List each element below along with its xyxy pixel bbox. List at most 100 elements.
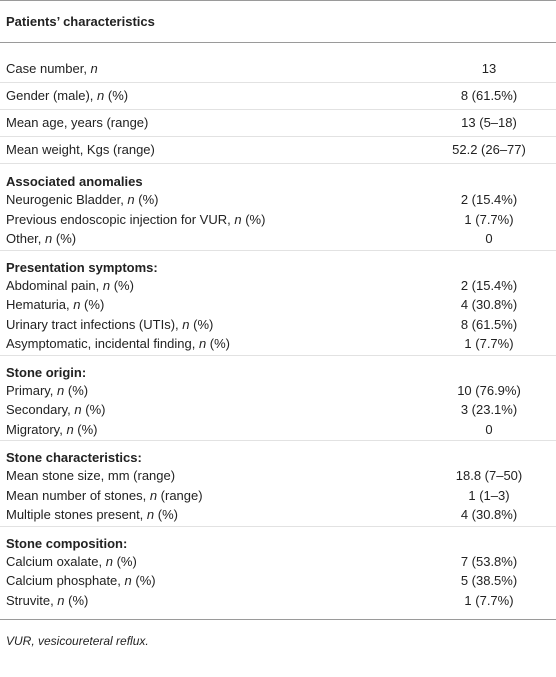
section-heading: Stone characteristics: bbox=[0, 439, 556, 465]
label-part: Previous endoscopic injection for VUR, bbox=[6, 211, 235, 227]
row-label: Calcium oxalate, n (%) bbox=[0, 554, 422, 569]
label-part: n bbox=[127, 192, 135, 208]
label-part: (%) bbox=[206, 336, 231, 352]
label-part: (%) bbox=[131, 573, 156, 589]
table-row: Urinary tract infections (UTIs), n (%) 8 … bbox=[0, 315, 556, 335]
label-part: (%) bbox=[104, 88, 129, 103]
label-part: (%) bbox=[81, 402, 106, 418]
row-value: 4 (30.8%) bbox=[460, 297, 518, 313]
section-title: Stone characteristics: bbox=[6, 450, 142, 465]
table-row: Mean number of stones, n (range) 1 (1–3) bbox=[0, 486, 556, 506]
label-part: Secondary, bbox=[6, 402, 75, 418]
section-heading: Stone origin: bbox=[0, 354, 556, 380]
header-row: Patients’ characteristics bbox=[0, 0, 556, 42]
rule bbox=[0, 136, 556, 137]
row-label: Gender (male), n (%) bbox=[0, 88, 422, 103]
label-part: (range) bbox=[157, 487, 203, 503]
table-row: Mean age, years (range) 13 (5–18) bbox=[0, 109, 556, 136]
row-value: 7 (53.8%) bbox=[460, 553, 518, 569]
row-value: 10 (76.9%) bbox=[457, 382, 521, 398]
row-label: Mean weight, Kgs (range) bbox=[0, 142, 422, 157]
rule bbox=[0, 440, 556, 441]
table-row: Gender (male), n (%) 8 (61.5%) bbox=[0, 82, 556, 109]
label-part: Gender (male), bbox=[6, 88, 98, 103]
row-label: Abdominal pain, n (%) bbox=[0, 278, 422, 293]
table-row: Multiple stones present, n (%) 4 (30.8%) bbox=[0, 505, 556, 525]
label-part: n bbox=[45, 231, 53, 247]
row-label: Migratory, n (%) bbox=[0, 422, 422, 437]
row-label: Struvite, n (%) bbox=[0, 593, 422, 608]
label-part: (%) bbox=[80, 297, 105, 313]
label-part: Mean age, years (range) bbox=[6, 115, 149, 130]
table-row: Asymptomatic, incidental finding, n (%) 1… bbox=[0, 334, 556, 354]
rule bbox=[0, 249, 556, 251]
label-part: Neurogenic Bladder, bbox=[6, 192, 128, 208]
label-part: (%) bbox=[112, 553, 137, 569]
row-value: 1 (7.7%) bbox=[464, 592, 514, 608]
section-title: Stone origin: bbox=[6, 364, 87, 380]
label-part: Calcium phosphate, bbox=[6, 573, 125, 589]
label-part: (%) bbox=[64, 382, 89, 398]
table-row: Migratory, n (%) 0 bbox=[0, 420, 556, 440]
row-value: 8 (61.5%) bbox=[460, 88, 518, 103]
label-part: Other, bbox=[6, 231, 46, 247]
row-label: Mean stone size, mm (range) bbox=[0, 468, 422, 483]
row-value: 13 (5–18) bbox=[461, 115, 517, 130]
row-value: 5 (38.5%) bbox=[460, 573, 518, 589]
rule bbox=[0, 109, 556, 110]
label-part: Mean number of stones, bbox=[6, 487, 150, 503]
table-row: Calcium oxalate, n (%) 7 (53.8%) bbox=[0, 552, 556, 572]
row-label: Previous endoscopic injection for VUR, n… bbox=[0, 212, 422, 227]
table-row: Abdominal pain, n (%) 2 (15.4%) bbox=[0, 276, 556, 296]
table-row: Primary, n (%) 10 (76.9%) bbox=[0, 381, 556, 401]
row-label: Multiple stones present, n (%) bbox=[0, 507, 422, 522]
row-value: 1 (7.7%) bbox=[464, 336, 514, 352]
label-part: (%) bbox=[134, 192, 159, 208]
label-part: Migratory, bbox=[6, 421, 67, 437]
label-part: (%) bbox=[110, 277, 134, 293]
section-title: Stone composition: bbox=[6, 535, 128, 551]
label-part: n bbox=[66, 421, 74, 437]
table-title: Patients’ characteristics bbox=[6, 13, 155, 29]
label-part: n bbox=[105, 553, 113, 569]
label-part: Mean stone size, mm (range) bbox=[6, 468, 176, 484]
label-part: Abdominal pain, bbox=[6, 277, 103, 293]
row-label: Urinary tract infections (UTIs), n (%) bbox=[0, 317, 422, 332]
table-row: Struvite, n (%) 1 (7.7%) bbox=[0, 591, 556, 611]
section-title: Presentation symptoms: bbox=[6, 259, 158, 275]
row-value: 18.8 (7–50) bbox=[455, 468, 523, 484]
label-part: Asymptomatic, incidental finding, bbox=[6, 336, 199, 352]
section-heading: Associated anomalies bbox=[0, 163, 556, 189]
label-part: (%) bbox=[241, 211, 266, 227]
label-part: Urinary tract infections (UTIs), bbox=[6, 316, 183, 332]
label-part: n bbox=[102, 277, 111, 293]
label-part: Primary, bbox=[6, 382, 58, 398]
label-part: n bbox=[149, 487, 158, 503]
row-label: Secondary, n (%) bbox=[0, 402, 422, 417]
table-row: Case number, n 13 bbox=[0, 55, 556, 82]
row-value: 4 (30.8%) bbox=[460, 507, 518, 523]
rule bbox=[0, 42, 556, 43]
label-part: (%) bbox=[52, 231, 77, 247]
row-value: 3 (23.1%) bbox=[460, 402, 518, 418]
section-heading: Stone composition: bbox=[0, 525, 556, 551]
label-part: Struvite, bbox=[6, 592, 58, 608]
row-label: Asymptomatic, incidental finding, n (%) bbox=[0, 336, 422, 351]
label-part: Mean weight, Kgs (range) bbox=[6, 142, 155, 157]
label-part: (%) bbox=[189, 316, 214, 332]
row-value: 52.2 (26–77) bbox=[452, 142, 526, 157]
row-value: 2 (15.4%) bbox=[460, 277, 518, 293]
table-row: Calcium phosphate, n (%) 5 (38.5%) bbox=[0, 571, 556, 591]
label-part: n bbox=[234, 211, 242, 227]
label-part: n bbox=[146, 507, 155, 523]
rule bbox=[0, 0, 556, 1]
row-label: Calcium phosphate, n (%) bbox=[0, 573, 422, 588]
label-part: Case number, bbox=[6, 61, 91, 76]
row-label: Neurogenic Bladder, n (%) bbox=[0, 192, 422, 207]
rule bbox=[0, 525, 556, 527]
label-part: (%) bbox=[154, 507, 178, 523]
rule bbox=[0, 82, 556, 83]
table-row: Secondary, n (%) 3 (23.1%) bbox=[0, 400, 556, 420]
row-label: Other, n (%) bbox=[0, 231, 422, 246]
